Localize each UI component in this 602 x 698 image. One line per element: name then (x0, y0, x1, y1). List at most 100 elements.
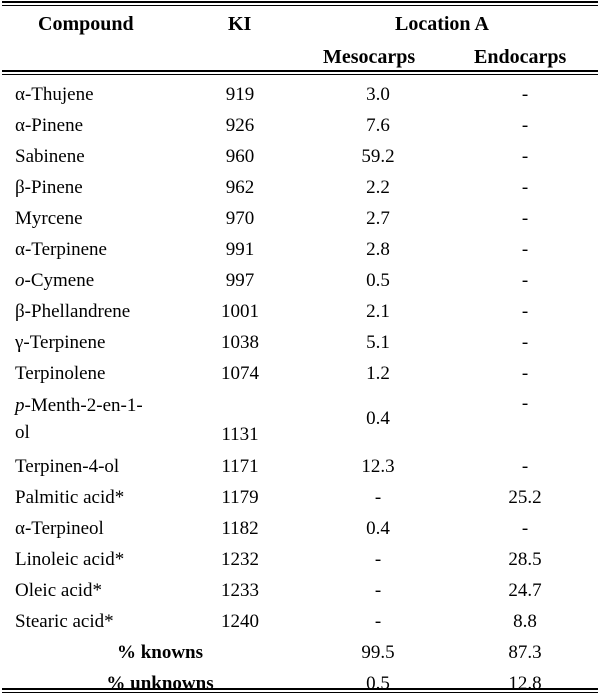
compound-name: Oleic acid* (15, 579, 102, 603)
header-ki: KI (228, 13, 252, 35)
endocarps-value: - (521, 146, 529, 167)
ki-value: 1233 (221, 580, 259, 601)
compound-name: α-Terpineol (15, 517, 104, 541)
table-row: α-Pinene 926 7.6 - (0, 109, 602, 140)
mesocarps-value: 2.7 (366, 208, 390, 229)
compound-label: Stearic acid* (15, 611, 114, 632)
endocarps-value: - (521, 115, 529, 136)
mesocarps-value: 2.2 (366, 177, 390, 198)
endocarps-value: - (521, 270, 529, 291)
compound-label: Linoleic acid* (15, 549, 125, 570)
table-row: Sabinene 960 59.2 - (0, 140, 602, 171)
header-double-rule (2, 70, 598, 75)
ki-value: 926 (225, 115, 255, 136)
compound-name: Myrcene (15, 207, 83, 231)
compound-label: Sabinene (15, 146, 85, 167)
ki-value: 960 (225, 146, 255, 167)
compound-name: p-Menth-2-en-1- ol (15, 392, 143, 446)
mesocarps-value: 2.8 (366, 239, 390, 260)
compound-label: Terpinolene (15, 363, 106, 384)
compound-label: -Phellandrene (24, 301, 131, 322)
table-row: Terpinen-4-ol 1171 12.3 - (0, 450, 602, 481)
compound-label: -Pinene (24, 115, 84, 136)
endocarps-value: 24.7 (508, 580, 542, 601)
endocarps-value: - (521, 177, 529, 198)
ki-value: 1240 (221, 611, 259, 632)
endocarps-value: - (521, 332, 529, 353)
compound-name: α-Pinene (15, 114, 83, 138)
compound-label-continued: ol (15, 422, 30, 443)
ki-value: 1001 (221, 301, 259, 322)
ki-value: 962 (225, 177, 255, 198)
compound-label: Oleic acid* (15, 580, 103, 601)
ki-value: 1182 (221, 518, 259, 539)
mesocarps-value: - (374, 549, 382, 570)
compound-name: Sabinene (15, 145, 85, 169)
summary-row: % unknowns 0.5 12.8 (0, 667, 602, 698)
compound-label: -Pinene (24, 177, 83, 198)
compound-name: β-Phellandrene (15, 300, 130, 324)
table-row: p-Menth-2-en-1- ol 1131 0.4 - (0, 388, 602, 450)
endocarps-value: - (521, 84, 529, 105)
compound-label: -Thujene (24, 84, 94, 105)
compound-label: -Terpinene (24, 239, 107, 260)
compound-name: γ-Terpinene (15, 331, 105, 355)
top-double-rule (2, 1, 598, 6)
compound-name: Palmitic acid* (15, 486, 124, 510)
header-mesocarps: Mesocarps (323, 46, 416, 68)
mesocarps-value: - (374, 487, 382, 508)
ki-value: 1171 (221, 456, 259, 477)
table-row: o-Cymene 997 0.5 - (0, 264, 602, 295)
compound-name: Linoleic acid* (15, 548, 124, 572)
compound-prefix: β (15, 301, 25, 322)
mesocarps-value: 0.4 (366, 408, 390, 429)
ki-value: 970 (225, 208, 255, 229)
ki-value: 1131 (221, 424, 259, 445)
compound-name: o-Cymene (15, 269, 94, 293)
table-row: α-Terpineol 1182 0.4 - (0, 512, 602, 543)
ki-value: 1232 (221, 549, 259, 570)
compound-name: Terpinen-4-ol (15, 455, 119, 479)
compound-label: -Terpineol (24, 518, 104, 539)
endocarps-value: - (521, 208, 529, 229)
endocarps-value: 8.8 (513, 611, 537, 632)
mesocarps-value: 59.2 (361, 146, 395, 167)
compound-label: Terpinen-4-ol (15, 456, 120, 477)
mesocarps-value: - (374, 580, 382, 601)
mesocarps-value: 3.0 (366, 84, 390, 105)
table-row: α-Terpinene 991 2.8 - (0, 233, 602, 264)
compound-name: α-Terpinene (15, 238, 107, 262)
mesocarps-value: 2.1 (366, 301, 390, 322)
mesocarps-value: 12.3 (361, 456, 395, 477)
compound-label: -Terpinene (23, 332, 106, 353)
compound-name: Terpinolene (15, 362, 105, 386)
header-endocarps: Endocarps (474, 46, 567, 68)
ki-value: 1074 (221, 363, 259, 384)
compound-prefix: α (15, 518, 25, 539)
table-row: β-Phellandrene 1001 2.1 - (0, 295, 602, 326)
compound-label: -Cymene (24, 270, 95, 291)
compound-name: Stearic acid* (15, 610, 114, 634)
table-row: Myrcene 970 2.7 - (0, 202, 602, 233)
compound-prefix: α (15, 239, 25, 260)
compound-prefix: α (15, 84, 25, 105)
header-compound: Compound (38, 13, 134, 35)
summary-label: % knowns (116, 642, 204, 663)
endocarps-value: 87.3 (508, 642, 542, 663)
mesocarps-value: 5.1 (366, 332, 390, 353)
compound-label: Myrcene (15, 208, 83, 229)
summary-row: % knowns 99.5 87.3 (0, 636, 602, 667)
table-row: α-Thujene 919 3.0 - (0, 78, 602, 109)
compound-prefix: γ (15, 332, 24, 353)
compound-label: -Menth-2-en-1- (24, 395, 143, 416)
mesocarps-value: 99.5 (361, 642, 395, 663)
bottom-double-rule (2, 688, 598, 693)
endocarps-value: - (521, 393, 529, 414)
compound-label: Palmitic acid* (15, 487, 125, 508)
endocarps-value: - (521, 518, 529, 539)
endocarps-value: 28.5 (508, 549, 542, 570)
table-row: β-Pinene 962 2.2 - (0, 171, 602, 202)
table-row: Terpinolene 1074 1.2 - (0, 357, 602, 388)
ki-value: 991 (225, 239, 255, 260)
compound-prefix: p (15, 395, 25, 416)
